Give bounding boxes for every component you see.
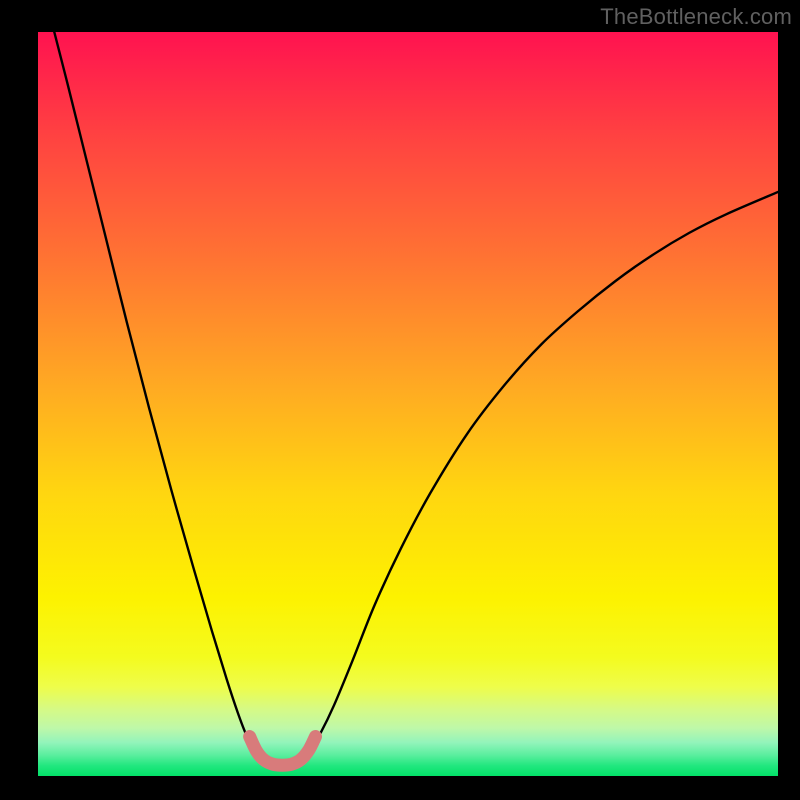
attribution-text: TheBottleneck.com: [600, 4, 792, 30]
bottleneck-marker-band: [250, 737, 316, 766]
plot-area: [38, 32, 778, 776]
curve-layer: [38, 32, 778, 776]
bottleneck-main-curve: [54, 32, 778, 766]
